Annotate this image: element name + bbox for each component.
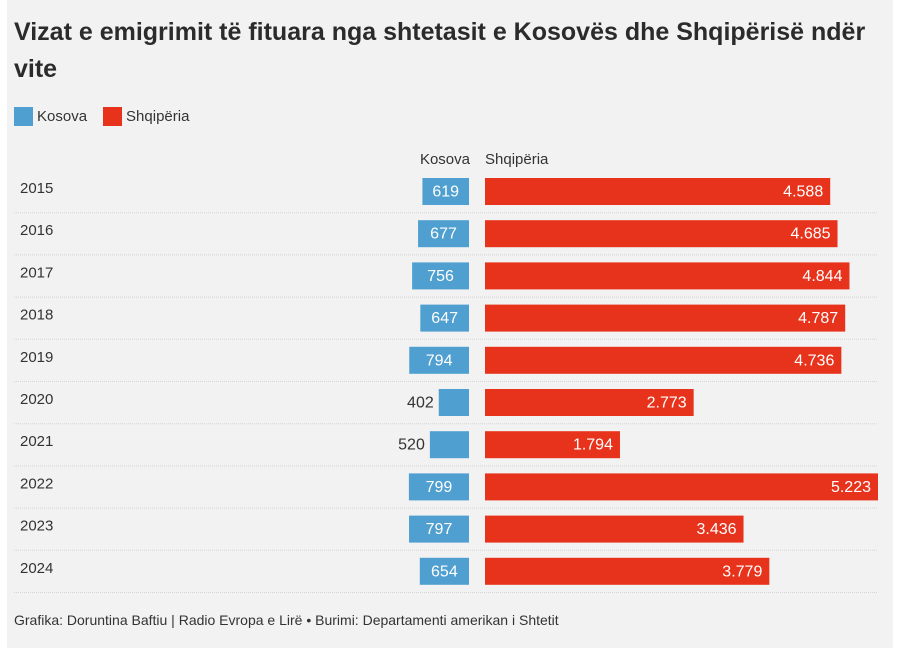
year-label: 2020	[20, 391, 53, 408]
bar-label-kosova: 677	[430, 226, 457, 243]
bar-label-kosova: 794	[426, 352, 453, 369]
bar-shqiperia	[485, 220, 838, 248]
bar-label-shqiperia: 4.588	[783, 184, 823, 201]
legend: Kosova Shqipëria	[14, 106, 205, 126]
bar-shqiperia	[485, 178, 831, 205]
bar-label-shqiperia: 4.787	[798, 310, 838, 327]
legend-item-kosova: Kosova	[14, 106, 88, 126]
bar-kosova	[408, 473, 469, 501]
bar-shqiperia	[485, 515, 744, 543]
legend-item-shqiperia: Shqipëria	[103, 106, 190, 126]
chart-footer: Grafika: Doruntina Baftiu | Radio Evropa…	[14, 612, 559, 628]
bar-kosova	[429, 431, 469, 459]
legend-swatch-shqiperia	[103, 106, 123, 126]
year-label: 2018	[20, 307, 53, 324]
bar-label-shqiperia: 4.685	[790, 226, 830, 243]
bar-kosova	[409, 515, 469, 543]
bar-label-kosova: 520	[398, 437, 425, 454]
bar-kosova	[438, 389, 469, 416]
bar-shqiperia	[485, 473, 878, 501]
bar-label-shqiperia: 4.844	[802, 268, 842, 285]
bar-label-shqiperia: 4.736	[794, 352, 834, 369]
bar-shqiperia	[485, 262, 850, 290]
bar-kosova	[418, 220, 469, 248]
year-label: 2021	[20, 433, 53, 450]
bar-shqiperia	[485, 431, 620, 459]
bar-shqiperia	[485, 304, 846, 332]
bar-label-kosova: 799	[426, 479, 453, 496]
bar-label-kosova: 402	[407, 395, 434, 412]
legend-label-shqiperia: Shqipëria	[126, 107, 190, 125]
chart-title: Vizat e emigrimit të fituara nga shtetas…	[14, 18, 866, 83]
bar-label-kosova: 756	[427, 268, 454, 285]
year-label: 2016	[20, 222, 53, 239]
bar-label-kosova: 647	[431, 310, 458, 327]
bar-label-shqiperia: 2.773	[647, 395, 687, 412]
year-label: 2019	[20, 349, 53, 366]
legend-label-kosova: Kosova	[37, 107, 88, 125]
bar-label-shqiperia: 5.223	[831, 479, 871, 496]
year-label: 2017	[20, 264, 53, 281]
bar-kosova	[422, 178, 469, 205]
year-label: 2023	[20, 518, 53, 535]
bar-shqiperia	[485, 346, 842, 374]
bar-label-kosova: 797	[426, 521, 453, 538]
bar-shqiperia	[485, 557, 770, 585]
legend-swatch-kosova	[14, 106, 33, 126]
bar-kosova	[412, 262, 469, 290]
bar-kosova	[409, 346, 469, 374]
bar-kosova	[420, 304, 469, 332]
bar-kosova	[419, 557, 469, 585]
year-label: 2024	[20, 560, 53, 577]
bar-label-kosova: 619	[432, 184, 459, 201]
bar-shqiperia	[485, 389, 694, 416]
bar-label-shqiperia: 1.794	[573, 437, 613, 454]
bar-label-shqiperia: 3.436	[696, 521, 736, 538]
bar-label-shqiperia: 3.779	[722, 563, 762, 580]
column-header-shqiperia: Shqipëria	[485, 151, 549, 168]
bar-label-kosova: 654	[431, 563, 458, 580]
year-label: 2015	[20, 180, 53, 197]
year-label: 2022	[20, 475, 53, 492]
column-header-kosova: Kosova	[420, 151, 471, 168]
